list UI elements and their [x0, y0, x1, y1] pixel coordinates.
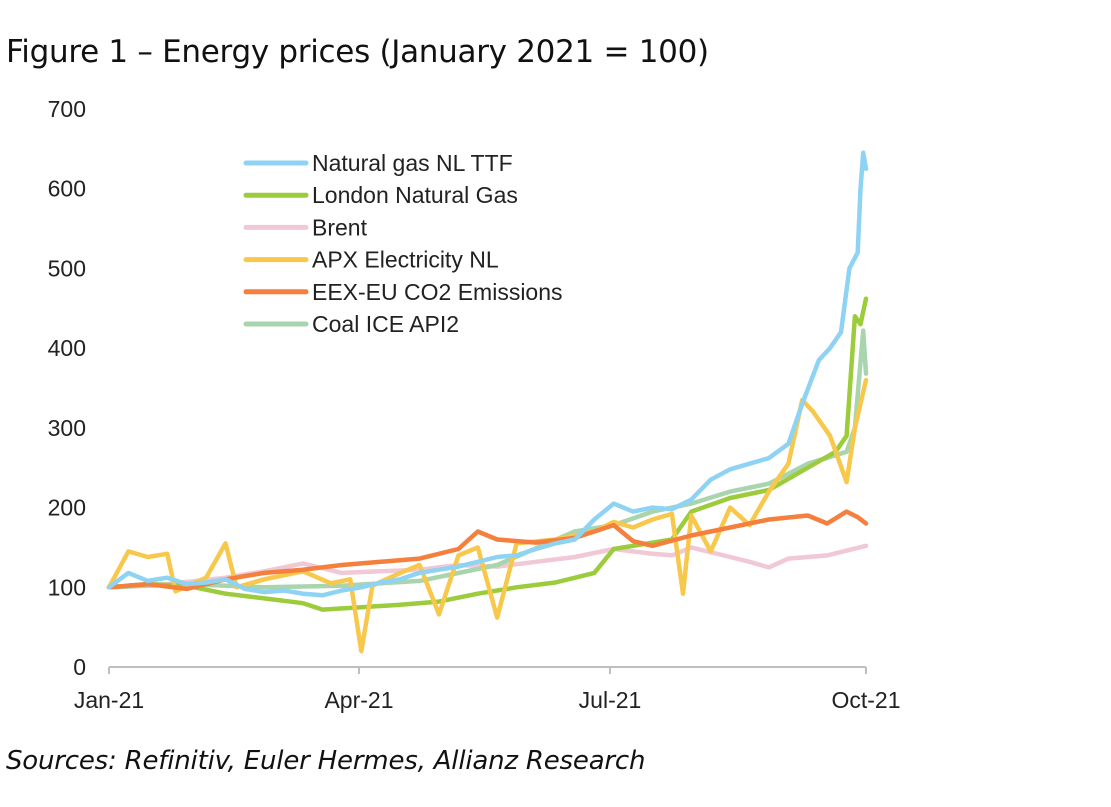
y-tick-label: 300: [48, 415, 86, 441]
source-note: Sources: Refinitiv, Euler Hermes, Allian…: [6, 746, 646, 776]
x-tick-label: Oct-21: [831, 687, 900, 713]
axes: 0 100 200 300 400 500 600 700 Jan-21 Apr-21 Jul-21…: [48, 96, 901, 713]
legend-label: APX Electricity NL: [312, 247, 499, 273]
y-tick-label: 0: [73, 654, 86, 680]
x-tick-label: Jan-21: [74, 687, 144, 713]
series-line-brent: [106, 543, 869, 590]
series-line-natural-gas-nl-ttf: [106, 150, 869, 598]
legend-label: Coal ICE API2: [312, 311, 459, 337]
y-tick-label: 700: [48, 96, 86, 122]
legend: Natural gas NL TTF London Natural Gas Bren…: [243, 150, 563, 337]
y-tick-label: 200: [48, 495, 86, 521]
y-tick-label: 400: [48, 335, 86, 361]
legend-label: EEX-EU CO2 Emissions: [312, 279, 563, 305]
line-chart: 0 100 200 300 400 500 600 700 Jan-21 Apr-21 Jul-21…: [48, 96, 901, 713]
series-line-london-natural-gas: [106, 296, 869, 612]
series-line-apx-electricity-nl: [106, 377, 869, 654]
y-tick-label: 500: [48, 255, 86, 281]
plot-area: [106, 150, 869, 654]
x-tick-label: Apr-21: [324, 687, 393, 713]
series-line-coal-ice-api2: [106, 328, 869, 590]
y-tick-label: 600: [48, 176, 86, 202]
x-tick-label: Jul-21: [579, 687, 642, 713]
legend-label: Natural gas NL TTF: [312, 150, 513, 176]
legend-label: London Natural Gas: [312, 182, 518, 208]
y-tick-label: 100: [48, 574, 86, 600]
legend-label: Brent: [312, 214, 368, 240]
series-line-eex-eu-co2-emissions: [106, 509, 869, 592]
chart-title: Figure 1 – Energy prices (January 2021 =…: [6, 34, 709, 70]
